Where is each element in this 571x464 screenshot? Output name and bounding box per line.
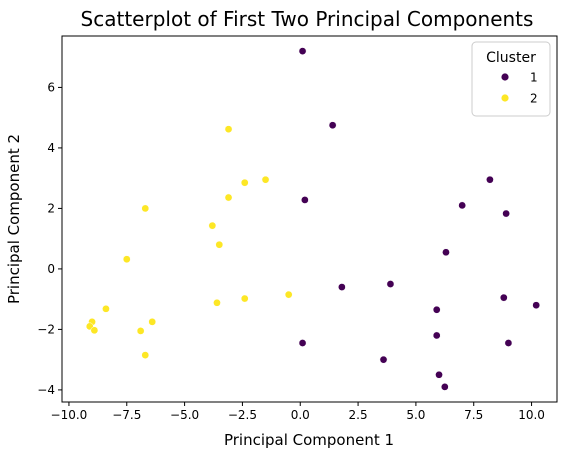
data-point-cluster-1 — [486, 175, 494, 184]
x-tick-label: −2.5 — [228, 408, 257, 422]
x-tick-label: −10.0 — [51, 408, 88, 422]
data-point-cluster-2 — [224, 193, 233, 202]
x-tick-label: 0.0 — [291, 408, 310, 422]
y-tick-label: 6 — [47, 80, 55, 94]
legend: Cluster 1 2 — [471, 41, 551, 117]
data-point-cluster-2 — [141, 351, 150, 359]
plot-area-frame — [61, 35, 558, 403]
data-point-cluster-2 — [136, 327, 145, 335]
x-tick-label: 5.0 — [406, 408, 425, 422]
data-point-cluster-2 — [261, 175, 270, 184]
scatter-points — [85, 47, 541, 391]
x-tick-label: 10.0 — [518, 408, 545, 422]
data-point-cluster-1 — [298, 339, 307, 347]
data-point-cluster-1 — [432, 305, 441, 314]
data-point-cluster-2 — [102, 304, 110, 313]
data-point-cluster-2 — [90, 326, 99, 335]
data-point-cluster-1 — [499, 293, 508, 302]
legend-label-1: 1 — [530, 71, 538, 85]
data-point-cluster-2 — [122, 255, 131, 264]
data-point-cluster-1 — [386, 280, 395, 288]
data-point-cluster-2 — [240, 178, 249, 187]
legend-marker-2 — [501, 94, 509, 102]
data-point-cluster-1 — [338, 283, 346, 291]
y-tick-label: 2 — [47, 201, 55, 215]
y-tick-label: −2 — [37, 322, 55, 336]
data-point-cluster-1 — [379, 355, 388, 364]
data-point-cluster-2 — [284, 290, 293, 299]
data-point-cluster-1 — [442, 248, 450, 257]
y-tick-label: 4 — [47, 141, 55, 155]
x-tick-label: 2.5 — [349, 408, 368, 422]
data-point-cluster-2 — [208, 221, 217, 230]
data-point-cluster-1 — [298, 47, 307, 55]
x-axis-ticks: −10.0 −7.5 −5.0 −2.5 0.0 2.5 5.0 7.5 10.0 — [51, 402, 545, 422]
data-point-cluster-1 — [328, 121, 337, 130]
data-point-cluster-1 — [440, 383, 449, 391]
y-tick-label: −4 — [37, 383, 55, 397]
data-point-cluster-2 — [148, 317, 157, 326]
chart-title: Scatterplot of First Two Principal Compo… — [81, 7, 534, 31]
data-point-cluster-1 — [532, 301, 541, 310]
x-tick-label: −5.0 — [170, 408, 199, 422]
x-axis-label: Principal Component 1 — [224, 431, 394, 449]
data-point-cluster-1 — [504, 339, 513, 347]
legend-label-2: 2 — [530, 92, 538, 106]
y-tick-label: 0 — [47, 262, 55, 276]
data-point-cluster-2 — [215, 240, 224, 249]
data-point-cluster-1 — [502, 209, 510, 218]
data-point-cluster-2 — [224, 125, 233, 134]
y-axis-ticks: −4 −2 0 2 4 6 — [37, 80, 62, 397]
x-tick-label: 7.5 — [464, 408, 483, 422]
data-point-cluster-1 — [432, 331, 441, 340]
legend-marker-1 — [501, 73, 509, 81]
legend-box — [471, 41, 551, 117]
data-point-cluster-2 — [240, 294, 249, 303]
data-point-cluster-2 — [213, 298, 221, 307]
y-axis-label: Principal Component 2 — [5, 134, 23, 304]
data-point-cluster-1 — [301, 196, 309, 204]
data-point-cluster-1 — [435, 370, 443, 379]
legend-title: Cluster — [486, 50, 536, 66]
data-point-cluster-2 — [141, 204, 150, 213]
data-point-cluster-1 — [458, 201, 467, 210]
x-tick-label: −7.5 — [112, 408, 141, 422]
